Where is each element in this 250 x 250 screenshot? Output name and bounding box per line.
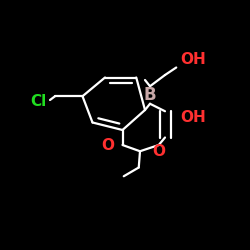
Text: Cl: Cl — [30, 94, 46, 109]
Text: OH: OH — [180, 110, 206, 125]
Text: B: B — [144, 86, 156, 104]
Text: OH: OH — [180, 52, 206, 68]
Text: O: O — [152, 144, 165, 159]
Text: O: O — [101, 138, 114, 152]
